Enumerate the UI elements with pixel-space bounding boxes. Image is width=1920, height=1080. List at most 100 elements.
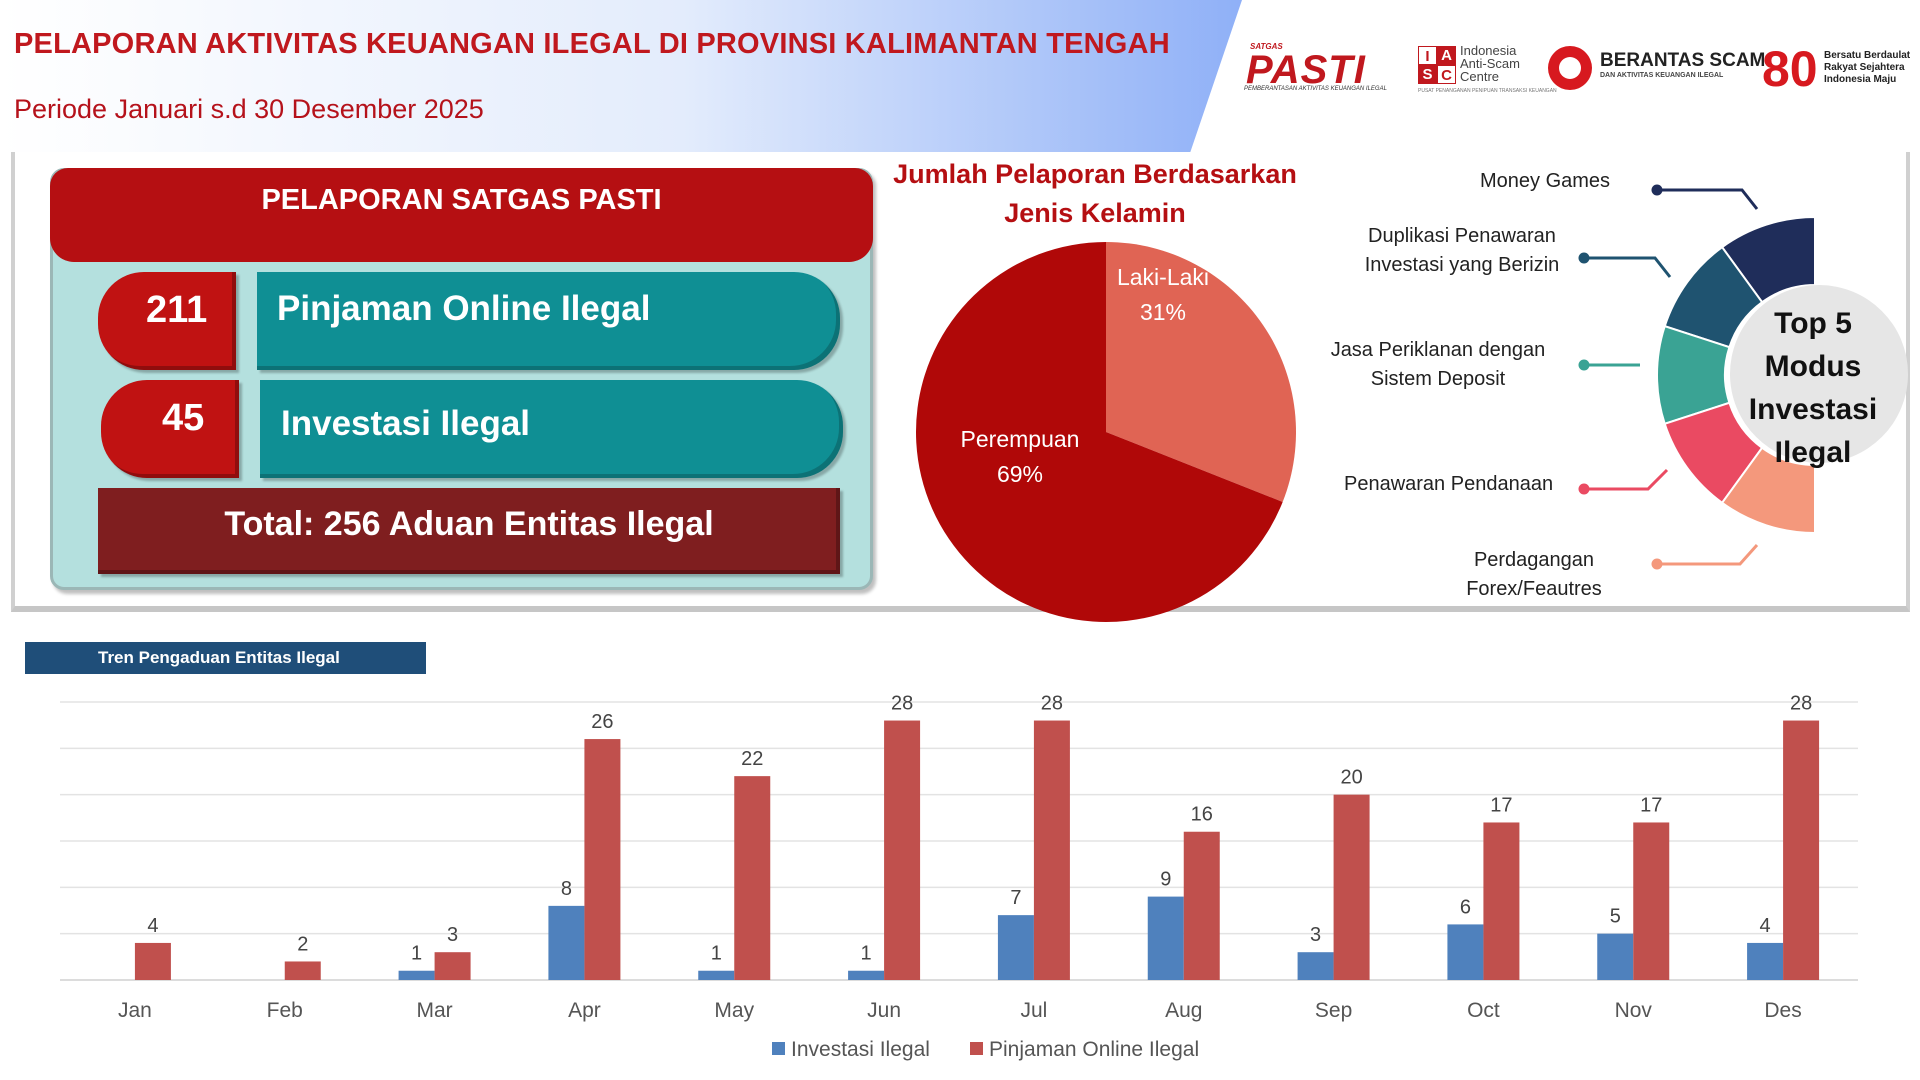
- bar-data-label: 4: [147, 915, 158, 937]
- x-tick-label: Mar: [416, 999, 452, 1022]
- bar-pinjol: [1783, 720, 1820, 980]
- bar-data-label: 9: [1160, 869, 1171, 891]
- bar-data-label: 3: [1310, 924, 1321, 946]
- bar-investasi: [698, 970, 735, 980]
- header-band: [0, 0, 1242, 153]
- bar-data-label: 4: [1760, 915, 1771, 937]
- bar-pinjol: [1183, 831, 1220, 980]
- iasc-line: Anti-Scam: [1460, 56, 1520, 71]
- logo-80-line: Rakyat Sejahtera: [1824, 62, 1905, 73]
- logo-80-line: Indonesia Maju: [1824, 74, 1897, 85]
- pinjol-label-box: [257, 272, 840, 370]
- x-tick-label: Nov: [1615, 999, 1653, 1022]
- bar-investasi: [848, 970, 885, 980]
- bar-pinjol: [134, 942, 171, 980]
- bar-pinjol: [884, 720, 921, 980]
- iasc-letter: I: [1418, 46, 1437, 65]
- x-tick-label: Jul: [1020, 999, 1047, 1022]
- bar-data-label: 28: [1790, 693, 1812, 715]
- logo-pasti-top: SATGAS: [1250, 42, 1283, 51]
- investasi-count: 45: [162, 397, 205, 439]
- indonesia-80-logo: 80 Bersatu Berdaulat Rakyat Sejahtera In…: [1762, 41, 1918, 98]
- bar-pinjol: [1033, 720, 1070, 980]
- bar-investasi: [1297, 952, 1334, 980]
- iasc-line: Indonesia: [1460, 43, 1517, 58]
- bar-data-label: 28: [891, 693, 913, 715]
- page-title: PELAPORAN AKTIVITAS KEUANGAN ILEGAL DI P…: [14, 28, 1170, 60]
- bar-data-label: 17: [1640, 794, 1662, 816]
- bar-pinjol: [1483, 822, 1520, 980]
- bar-data-label: 20: [1340, 767, 1362, 789]
- berantas-icon: [1548, 46, 1592, 90]
- x-tick-label: May: [714, 999, 754, 1022]
- bar-investasi: [1747, 942, 1784, 980]
- bar-data-label: 8: [561, 878, 572, 900]
- logo-80-number: 80: [1762, 41, 1818, 97]
- x-tick-label: Aug: [1165, 999, 1202, 1022]
- donut-center: [1730, 285, 1908, 463]
- modus-label-money-games: Money Games: [1480, 170, 1611, 192]
- bar-pinjol: [734, 776, 771, 980]
- iasc-text: Indonesia Anti-Scam Centre: [1460, 44, 1520, 83]
- modus-label-pendanaan: Penawaran Pendanaan: [1344, 473, 1554, 495]
- bar-data-label: 28: [1041, 693, 1063, 715]
- satgas-card-header: [50, 168, 873, 262]
- x-tick-label: Jun: [867, 999, 901, 1022]
- x-tick-label: Jan: [118, 999, 152, 1022]
- berantas-subtitle: DAN AKTIVITAS KEUANGAN ILEGAL: [1600, 72, 1724, 79]
- iasc-letter: C: [1437, 65, 1456, 84]
- pinjol-count: 211: [146, 289, 208, 331]
- bar-data-label: 16: [1191, 804, 1213, 826]
- iasc-letter-grid: I A S C: [1418, 46, 1456, 84]
- pinjol-count-box: [98, 272, 236, 370]
- bar-investasi: [548, 905, 585, 980]
- bar-data-label: 26: [591, 711, 613, 733]
- x-tick-label: Apr: [568, 999, 601, 1022]
- modus-label-forex: Perdagangan Forex/Feautres: [1466, 549, 1602, 600]
- x-tick-label: Feb: [267, 999, 303, 1022]
- satgas-card-title: PELAPORAN SATGAS PASTI: [261, 184, 662, 216]
- gender-chart-title: Jumlah Pelaporan Berdasarkan Jenis Kelam…: [893, 159, 1297, 228]
- berantas-scam-logo: BERANTAS SCAM DAN AKTIVITAS KEUANGAN ILE…: [1548, 44, 1765, 94]
- donut-center-label: Top 5 Modus Investasi Ilegal: [1748, 307, 1878, 469]
- logo-80-text: Bersatu Berdaulat Rakyat Sejahtera Indon…: [1824, 50, 1910, 86]
- bar-pinjol: [284, 961, 321, 980]
- logo-pasti-word: PASTI: [1246, 48, 1366, 92]
- bar-investasi: [1597, 933, 1634, 980]
- investasi-count-box: [101, 380, 239, 478]
- bar-data-label: 1: [711, 943, 722, 965]
- iasc-letter: A: [1437, 46, 1456, 65]
- bar-data-label: 7: [1010, 887, 1021, 909]
- bar-investasi: [997, 915, 1034, 980]
- total-box: [98, 488, 840, 574]
- investasi-label-box: [260, 380, 843, 478]
- bar-investasi: [398, 970, 435, 980]
- modus-label-duplikasi: Duplikasi Penawaran Investasi yang Beriz…: [1364, 225, 1560, 276]
- iasc-logo: I A S C Indonesia Anti-Scam Centre PUSAT…: [1418, 44, 1557, 98]
- berantas-title: BERANTAS SCAM: [1600, 50, 1766, 71]
- x-tick-label: Oct: [1467, 999, 1500, 1022]
- legend-swatch: [970, 1042, 983, 1055]
- bar-data-label: 1: [861, 943, 872, 965]
- x-tick-label: Sep: [1315, 999, 1352, 1022]
- bar-data-label: 6: [1460, 896, 1471, 918]
- bar-pinjol: [434, 952, 471, 980]
- logo-pasti-sub: PEMBERANTASAN AKTIVITAS KEUANGAN ILEGAL: [1244, 86, 1387, 92]
- period-subtitle: Periode Januari s.d 30 Desember 2025: [14, 94, 484, 124]
- bar-data-label: 3: [447, 924, 458, 946]
- bar-investasi: [1447, 924, 1484, 980]
- logo-80-line: Bersatu Berdaulat: [1824, 50, 1911, 61]
- satgas-pasti-logo: SATGAS PASTI PEMBERANTASAN AKTIVITAS KEU…: [1240, 42, 1390, 98]
- bar-pinjol: [584, 739, 621, 980]
- modus-label-jasa-periklanan: Jasa Periklanan dengan Sistem Deposit: [1330, 339, 1546, 390]
- bar-data-label: 22: [741, 748, 763, 770]
- x-tick-label: Des: [1764, 999, 1801, 1022]
- investasi-label: Investasi Ilegal: [281, 404, 531, 443]
- iasc-letter: S: [1418, 65, 1437, 84]
- bar-data-label: 1: [411, 943, 422, 965]
- trend-chart-title: Tren Pengaduan Entitas Ilegal: [98, 648, 340, 667]
- trend-title-tag: [25, 642, 426, 674]
- bar-data-label: 5: [1610, 906, 1621, 928]
- legend-swatch: [772, 1042, 785, 1055]
- bar-pinjol: [1633, 822, 1670, 980]
